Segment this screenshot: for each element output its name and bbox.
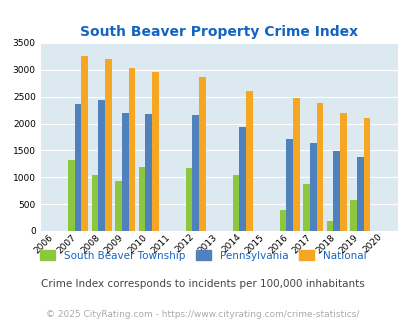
Bar (122, 113, 128, 231)
Bar (309, 144, 316, 231)
Bar (185, 168, 192, 231)
Title: South Beaver Property Crime Index: South Beaver Property Crime Index (80, 25, 358, 39)
Bar (128, 68, 135, 231)
Bar (316, 103, 322, 231)
Bar (192, 115, 198, 231)
Bar (198, 77, 205, 231)
Bar (151, 73, 158, 231)
Text: Crime Index corresponds to incidents per 100,000 inhabitants: Crime Index corresponds to incidents per… (41, 279, 364, 289)
Bar (333, 151, 339, 231)
Bar (232, 175, 239, 231)
Bar (68, 160, 75, 231)
Bar (279, 210, 286, 231)
Text: © 2025 CityRating.com - https://www.cityrating.com/crime-statistics/: © 2025 CityRating.com - https://www.city… (46, 310, 359, 319)
Bar (303, 184, 309, 231)
Bar (75, 104, 81, 231)
Bar (105, 59, 111, 231)
Bar (286, 139, 292, 231)
Bar (350, 200, 356, 231)
Bar (92, 175, 98, 231)
Bar (356, 156, 362, 231)
Bar (139, 167, 145, 231)
Bar (362, 118, 369, 231)
Bar (239, 127, 245, 231)
Bar (326, 221, 333, 231)
Bar (98, 100, 105, 231)
Legend: South Beaver Township, Pennsylvania, National: South Beaver Township, Pennsylvania, Nat… (36, 246, 369, 265)
Bar (81, 56, 88, 231)
Bar (115, 181, 122, 231)
Bar (145, 114, 151, 231)
Bar (339, 113, 346, 231)
Bar (292, 98, 299, 231)
Bar (245, 91, 252, 231)
